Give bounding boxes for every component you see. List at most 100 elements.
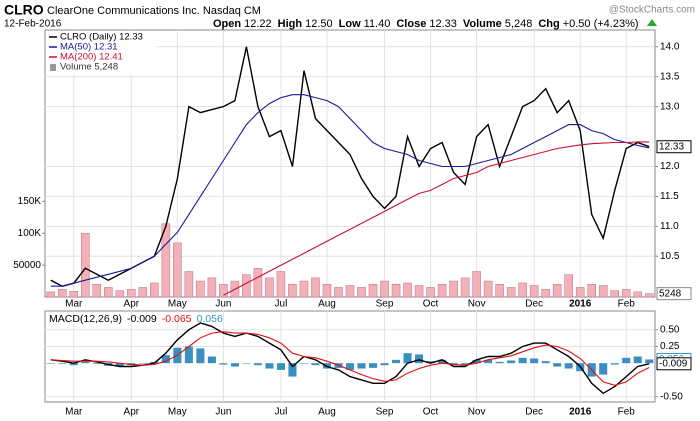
bar [115,290,125,298]
bar [426,361,435,364]
bar [391,284,401,298]
bar [564,363,573,369]
bar [645,359,654,364]
bar [644,293,654,298]
bar [69,291,79,298]
bar [138,287,148,298]
bar [219,284,228,298]
x-tick-label: Nov [468,299,486,310]
bar [460,277,470,298]
bar [184,346,193,364]
bar [437,284,447,298]
bar [529,285,539,298]
x-tick-label: Dec [525,299,543,310]
x-tick-label: Jul [275,407,288,418]
bar [299,363,308,364]
bar [288,284,297,298]
legend-entry: CLRO (Daily) 12.33 [60,32,143,43]
bar [415,354,424,364]
bar [484,359,493,364]
bar [380,363,389,366]
x-tick-label: Jul [275,299,288,310]
panel [44,310,656,403]
value-box [656,357,692,371]
bar [46,363,55,364]
quote-value: 12.22 [244,18,272,30]
x-tick-label: Nov [468,407,486,418]
bar [506,287,516,298]
bar [541,361,550,364]
x-tick-label: Oct [423,407,439,418]
bar [380,280,389,298]
bar [621,289,631,298]
bar [253,268,263,298]
legend-swatch [50,64,56,71]
bar [253,363,262,366]
bar [81,361,90,364]
x-tick-label: May [168,299,187,310]
value-box [656,140,692,154]
bar [414,285,424,298]
panel-value: 0.056 [197,313,223,325]
bar [357,363,366,369]
legend-entry: MA(200) 12.41 [60,52,123,63]
bar [564,274,573,298]
bar [58,363,67,364]
brand: @StockCharts.com [609,5,695,16]
value-box-label: -0.009 [659,358,688,369]
quote-label: Open [213,18,241,30]
bar [161,355,170,364]
bar [196,280,205,298]
bar [403,282,412,298]
x-tick-label: Aug [318,299,336,310]
x-tick-label: May [168,407,187,418]
bar [392,359,401,364]
bar [322,284,332,298]
line [223,141,650,296]
x-tick-label: Dec [525,407,543,418]
y-tick-label: 11.5 [660,191,679,202]
quote-value: 12.50 [305,18,333,30]
bar [368,363,378,368]
bar [57,289,67,298]
bar [438,359,447,364]
bar [357,287,366,298]
bar [610,290,619,298]
x-tick-label: Apr [124,407,140,418]
bar [426,287,435,298]
y2-tick-label: 50000 [13,260,41,271]
bar [242,274,251,298]
quote-value: 5,248 [505,18,533,30]
bar [288,363,297,377]
y2-tick-label: 150K [18,196,42,207]
y-tick-label: -0.50 [660,391,683,402]
value-box-label: 5248 [659,288,682,299]
y-tick-label: 0.50 [660,324,680,335]
y-tick-label: 10.5 [660,251,680,262]
y2-tick-label: 100K [18,228,42,239]
bar [69,363,78,366]
bar [104,287,113,298]
y-tick-label: 11.0 [660,221,679,232]
company-name: ClearOne Communications Inc. Nasdaq CM [47,5,261,17]
bar [403,353,412,364]
panel-label: MACD(12,26,9) [49,313,122,325]
y-tick-label: 13.0 [660,101,680,112]
bar [552,284,562,298]
bar [81,233,90,298]
quote-line: Open 12.22 High 12.50 Low 11.40 Close 12.33 Volu… [213,18,639,30]
bar [530,358,539,364]
panel-value: -0.065 [162,313,192,325]
bar [265,277,274,298]
bar [276,363,285,370]
quote-value: 11.40 [364,18,391,30]
bar [138,363,147,364]
value-box [656,287,692,301]
bar [633,291,643,298]
bar [368,284,378,298]
bar [483,280,493,298]
x-tick-label: Sep [376,407,394,418]
y-tick-label: 14.0 [660,41,680,52]
bar [173,242,182,298]
